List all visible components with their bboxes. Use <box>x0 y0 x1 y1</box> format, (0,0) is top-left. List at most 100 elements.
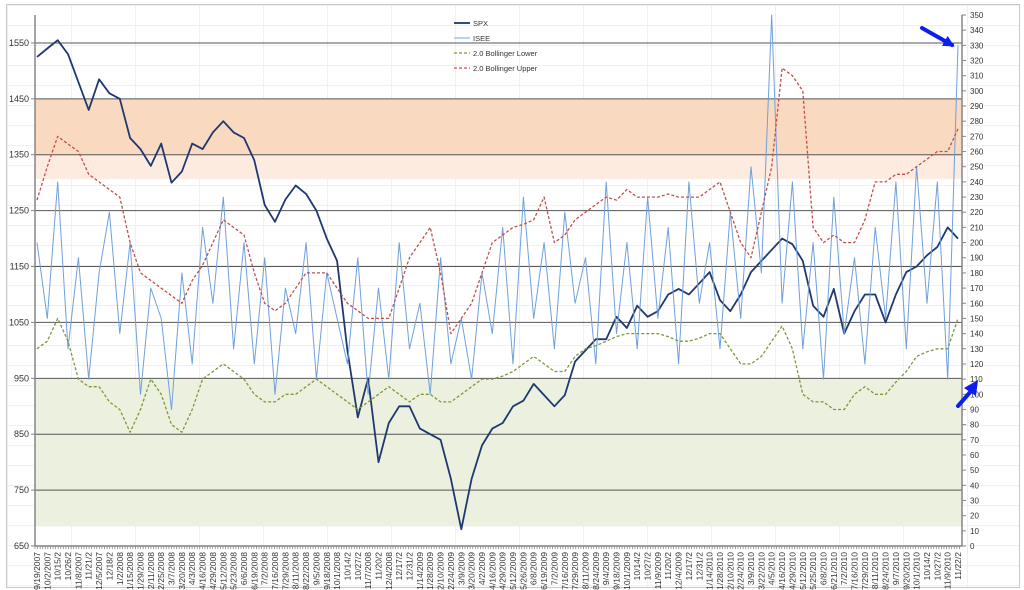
x-tick-label: 6/8/2009 <box>529 552 539 585</box>
x-tick-label: 4/16/2009 <box>487 552 497 590</box>
x-tick-label: 1/28/2010 <box>715 552 725 590</box>
x-tick-label: 5/23/2008 <box>229 552 239 590</box>
x-tick-label: 9/19/2007 <box>32 552 42 590</box>
x-tick-label: 7/29/2009 <box>570 552 580 590</box>
x-tick-label: 12/4/2008 <box>384 552 394 590</box>
right-tick-label: 20 <box>970 512 979 521</box>
band-overbought-strong <box>35 98 962 155</box>
series-isee <box>36 14 959 410</box>
band-oversold <box>35 379 962 527</box>
x-tick-label: 11/20/2 <box>663 552 673 580</box>
x-tick-label: 10/27/2 <box>353 552 363 581</box>
x-tick-label: 4/5/2010 <box>767 552 777 585</box>
arrow-head <box>964 380 978 396</box>
right-tick-label: 100 <box>970 390 984 399</box>
legend-label: ISEE <box>473 34 490 43</box>
x-tick-label: 9/20/2010 <box>901 552 911 590</box>
right-tick-label: 60 <box>970 451 979 460</box>
right-tick-label: 150 <box>970 314 984 323</box>
right-tick-label: 330 <box>970 41 984 50</box>
x-tick-label: 12/31/2 <box>694 552 704 581</box>
x-tick-label: 8/22/2008 <box>301 552 311 590</box>
x-tick-label: 4/3/2008 <box>187 552 197 585</box>
x-tick-label: 5/12/2009 <box>508 552 518 590</box>
x-tick-label: 10/26/2 <box>63 552 73 581</box>
right-tick-label: 240 <box>970 178 984 187</box>
x-tick-label: 10/14/2 <box>922 552 932 581</box>
x-tick-label: 12/17/2 <box>394 552 404 581</box>
x-tick-label: 3/22/2010 <box>756 552 766 590</box>
x-tick-label: 5/25/2010 <box>808 552 818 590</box>
x-tick-label: 11/9/2010 <box>943 552 953 589</box>
legend-label: 2.0 Bollinger Upper <box>473 64 538 73</box>
x-tick-label: 9/7/2010 <box>891 552 901 585</box>
x-tick-label: 9/18/2008 <box>322 552 332 590</box>
x-tick-label: 1/14/2009 <box>415 552 425 590</box>
x-tick-label: 6/8/2010 <box>818 552 828 585</box>
x-tick-label: 10/27/2 <box>932 552 942 581</box>
x-tick-label: 3/9/2010 <box>746 552 756 585</box>
right-tick-label: 30 <box>970 496 979 505</box>
x-tick-label: 5/12/2010 <box>798 552 808 590</box>
right-tick-label: 300 <box>970 87 984 96</box>
left-tick-label: 650 <box>14 541 29 551</box>
arrow-shaft <box>956 388 974 408</box>
right-tick-label: 270 <box>970 132 984 141</box>
x-tick-label: 6/6/2008 <box>239 552 249 585</box>
right-tick-label: 50 <box>970 466 979 475</box>
left-tick-label: 950 <box>14 373 29 383</box>
x-tick-label: 2/10/2010 <box>725 552 735 590</box>
x-tick-label: 4/16/2008 <box>198 552 208 590</box>
x-tick-label: 12/5/2007 <box>94 552 104 590</box>
x-tick-label: 3/20/2008 <box>177 552 187 590</box>
x-tick-label: 1/2/2008 <box>115 552 125 585</box>
x-tick-label: 2/10/2009 <box>436 552 446 590</box>
x-tick-label: 1/29/2008 <box>135 552 145 590</box>
x-tick-label: 10/2/2007 <box>42 552 52 590</box>
x-tick-label: 2/11/2008 <box>146 552 156 589</box>
x-tick-label: 10/14/2 <box>342 552 352 581</box>
x-tick-label: 8/11/2009 <box>580 552 590 589</box>
x-tick-label: 4/16/2010 <box>777 552 787 590</box>
right-tick-label: 290 <box>970 102 984 111</box>
left-tick-label: 850 <box>14 429 29 439</box>
x-tick-label: 8/11/2010 <box>870 552 880 589</box>
arrow-icon-bottom <box>956 380 978 408</box>
right-tick-label: 110 <box>970 375 983 384</box>
x-tick-label: 10/1/2009 <box>622 552 632 590</box>
x-tick-label: 11/7/2008 <box>363 552 373 589</box>
x-tick-label: 2/25/2008 <box>156 552 166 590</box>
right-tick-label: 140 <box>970 330 984 339</box>
x-tick-label: 6/19/2008 <box>249 552 259 590</box>
right-tick-label: 170 <box>970 284 984 293</box>
right-tick-label: 40 <box>970 481 979 490</box>
left-tick-label: 1150 <box>10 262 29 272</box>
x-tick-label: 4/29/2008 <box>208 552 218 590</box>
x-tick-label: 7/16/2008 <box>270 552 280 590</box>
x-tick-label: 12/18/2 <box>104 552 114 581</box>
right-tick-label: 180 <box>970 269 984 278</box>
right-tick-label: 280 <box>970 117 984 126</box>
x-tick-label: 6/19/2009 <box>539 552 549 590</box>
x-tick-label: 3/9/2009 <box>456 552 466 585</box>
right-tick-label: 210 <box>970 223 984 232</box>
right-tick-label: 10 <box>970 527 979 536</box>
left-tick-label: 1350 <box>9 150 29 160</box>
x-tick-label: 2/24/2010 <box>736 552 746 590</box>
x-tick-label: 10/1/2008 <box>332 552 342 590</box>
x-tick-label: 7/2/2009 <box>549 552 559 585</box>
series-2-0-bollinger-upper <box>36 67 959 335</box>
x-tick-label: 12/4/2009 <box>674 552 684 590</box>
right-tick-label: 160 <box>970 299 984 308</box>
x-tick-label: 7/16/2009 <box>560 552 570 590</box>
right-tick-label: 0 <box>970 542 975 551</box>
legend: SPX ISEE 2.0 Bollinger Lower 2.0 Bollinger … <box>454 19 538 73</box>
x-tick-label: 1/14/2010 <box>705 552 715 590</box>
x-tick-label: 11/21/2 <box>84 552 94 580</box>
right-tick-label: 310 <box>970 72 984 81</box>
x-tick-label: 4/29/2009 <box>498 552 508 590</box>
arrow-head <box>942 36 955 47</box>
x-tick-label: 12/17/2 <box>684 552 694 581</box>
x-tick-label: 10/14/2 <box>632 552 642 581</box>
x-tick-label: 5/26/2009 <box>518 552 528 590</box>
